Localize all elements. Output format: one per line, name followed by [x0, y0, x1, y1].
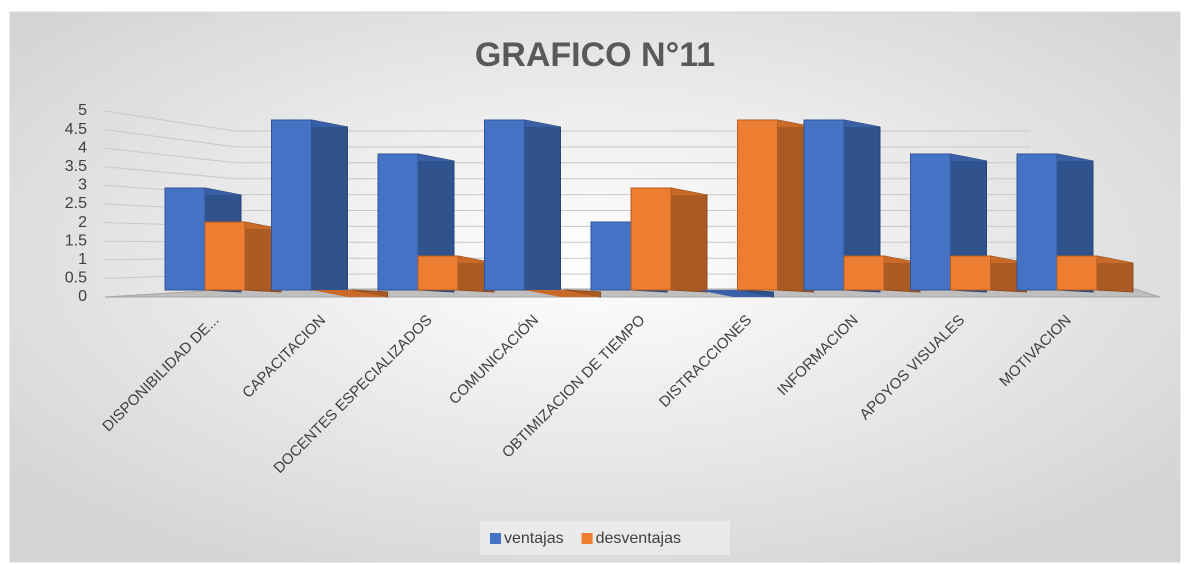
legend-label: desventajas [596, 530, 681, 547]
bar [524, 289, 601, 298]
bar-side [670, 187, 708, 293]
bar-front [737, 119, 778, 291]
bar-front [590, 221, 632, 291]
bar [843, 255, 921, 293]
bar-front [377, 153, 419, 291]
y-tick-label: 4.5 [65, 121, 87, 138]
y-tick-label: 3.5 [65, 158, 87, 175]
bar-top [524, 290, 601, 297]
bar [1056, 255, 1134, 293]
legend: ventajas desventajas [480, 521, 730, 555]
y-tick-label: 1 [78, 251, 87, 268]
bar-front [950, 255, 991, 291]
legend-swatch [490, 533, 501, 544]
legend-box [480, 521, 730, 555]
bar [697, 289, 774, 298]
bar [417, 255, 495, 293]
bar [484, 119, 561, 293]
legend-label: ventajas [504, 530, 564, 547]
y-tick-label: 0.5 [65, 270, 87, 287]
y-tick-label: 5 [78, 102, 87, 119]
legend-swatch [581, 533, 593, 544]
bar-front [271, 119, 312, 291]
bar-side [524, 119, 561, 293]
bar-front [630, 187, 672, 291]
bar-front [204, 221, 246, 291]
bar-front [164, 187, 206, 291]
bar-top [697, 290, 774, 297]
bar-front [417, 255, 459, 291]
bar-front [910, 153, 951, 291]
y-tick-label: 0 [78, 288, 87, 305]
y-tick-label: 2 [78, 214, 87, 231]
bar [311, 289, 388, 298]
bar [737, 119, 814, 293]
chart-title: GRAFICO N°11 [475, 36, 715, 74]
bar [950, 255, 1027, 293]
bar-front [1016, 153, 1058, 291]
bar [271, 119, 348, 293]
y-tick-label: 2.5 [65, 195, 87, 212]
bar-front [484, 119, 525, 291]
y-tick-label: 4 [78, 139, 87, 156]
bar-front [803, 119, 845, 291]
bar-front [843, 255, 885, 291]
bar-top [311, 290, 388, 297]
y-tick-label: 3 [78, 177, 87, 194]
bar-side [311, 119, 348, 293]
bar [630, 187, 708, 293]
y-tick-label: 1.5 [65, 232, 87, 249]
bar [803, 119, 881, 293]
bar [204, 221, 282, 293]
bar-front [1056, 255, 1098, 291]
